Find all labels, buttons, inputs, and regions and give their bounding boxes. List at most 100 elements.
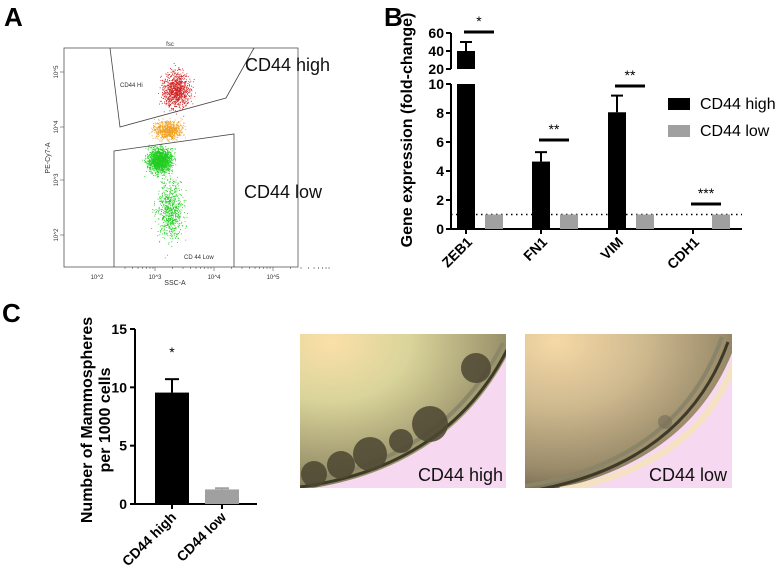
flow-event	[180, 82, 182, 84]
flow-event	[172, 79, 173, 80]
flow-event	[183, 216, 184, 218]
flow-event	[155, 154, 157, 155]
c-y-tick-label: 0	[119, 496, 127, 512]
flow-event	[151, 165, 152, 167]
flow-event	[178, 225, 180, 227]
flow-event	[180, 181, 182, 183]
flow-event	[156, 158, 158, 159]
flow-event	[144, 176, 146, 177]
flow-event	[165, 207, 166, 209]
flow-event	[152, 159, 154, 161]
flow-event	[170, 132, 172, 134]
flow-event	[177, 134, 178, 136]
flow-event	[178, 125, 180, 127]
flow-event	[174, 156, 176, 158]
flow-event	[181, 68, 183, 70]
flow-event	[174, 212, 176, 213]
flow-event	[184, 217, 185, 219]
flow-event	[170, 224, 171, 226]
flow-event	[166, 160, 168, 161]
flow-event	[165, 156, 167, 158]
flow-event	[148, 144, 150, 146]
flow-event	[170, 181, 171, 183]
flow-event	[169, 74, 171, 76]
flow-event	[194, 96, 196, 97]
flow-event	[166, 92, 168, 93]
flow-event	[149, 163, 151, 165]
flow-event	[149, 164, 151, 166]
flow-event	[183, 97, 185, 98]
flow-event	[182, 196, 184, 198]
flow-event	[157, 161, 158, 162]
flow-event	[170, 210, 172, 212]
flow-event	[156, 150, 158, 152]
flow-event	[172, 138, 174, 140]
flow-event	[169, 105, 171, 106]
flow-event	[163, 156, 165, 158]
flow-event	[178, 76, 180, 77]
flow-x-tick-label: 10^2	[91, 275, 104, 281]
flow-event	[151, 152, 152, 154]
flow-event	[167, 104, 169, 106]
flow-event	[177, 215, 179, 217]
flow-event	[166, 167, 168, 168]
flow-event	[170, 134, 172, 136]
flow-event	[172, 98, 174, 100]
flow-event	[150, 169, 151, 171]
flow-event	[150, 171, 152, 173]
flow-event	[161, 152, 163, 154]
flow-event	[175, 216, 177, 218]
flow-event	[172, 208, 174, 210]
flow-event	[180, 222, 182, 224]
flow-event	[176, 133, 178, 134]
flow-event	[172, 90, 174, 92]
flow-event	[185, 81, 187, 82]
flow-event	[164, 129, 166, 131]
flow-event	[178, 84, 180, 86]
flow-event	[174, 102, 176, 104]
flow-event	[169, 155, 170, 157]
flow-event	[184, 85, 186, 87]
flow-event	[179, 84, 181, 86]
flow-event	[161, 166, 163, 168]
flow-event	[190, 100, 192, 102]
flow-event	[154, 162, 156, 164]
flow-event	[170, 122, 172, 124]
flow-event	[183, 93, 185, 95]
flow-event	[170, 82, 172, 84]
flow-event	[165, 160, 167, 162]
flow-event	[172, 219, 174, 221]
flow-event	[147, 166, 149, 168]
flow-event	[170, 212, 172, 214]
flow-event	[158, 208, 160, 210]
flow-event	[181, 97, 183, 99]
flow-event	[189, 96, 190, 97]
c-y-tick-label: 15	[111, 321, 127, 337]
flow-event	[175, 221, 177, 223]
flow-event	[160, 126, 161, 128]
flow-event	[159, 133, 161, 135]
flow-event	[177, 211, 179, 212]
flow-event	[182, 93, 184, 95]
flow-event	[179, 77, 180, 79]
flow-event	[169, 171, 170, 173]
flow-event	[150, 160, 152, 161]
flow-event	[154, 129, 156, 131]
flow-event	[181, 90, 183, 92]
flow-event	[163, 192, 165, 194]
flow-event	[160, 160, 161, 162]
flow-event	[154, 163, 156, 165]
flow-event	[172, 205, 174, 207]
flow-event	[163, 133, 165, 135]
flow-event	[167, 128, 169, 130]
flow-event	[151, 228, 153, 229]
flow-event	[162, 156, 163, 157]
micrograph-cd44-high: CD44 high	[300, 334, 506, 488]
flow-event	[172, 222, 174, 224]
flow-event	[175, 91, 177, 93]
flow-event	[176, 233, 178, 235]
flow-event	[179, 134, 180, 136]
flow-event	[174, 69, 176, 71]
flow-event	[187, 98, 189, 100]
flow-event	[153, 209, 155, 211]
